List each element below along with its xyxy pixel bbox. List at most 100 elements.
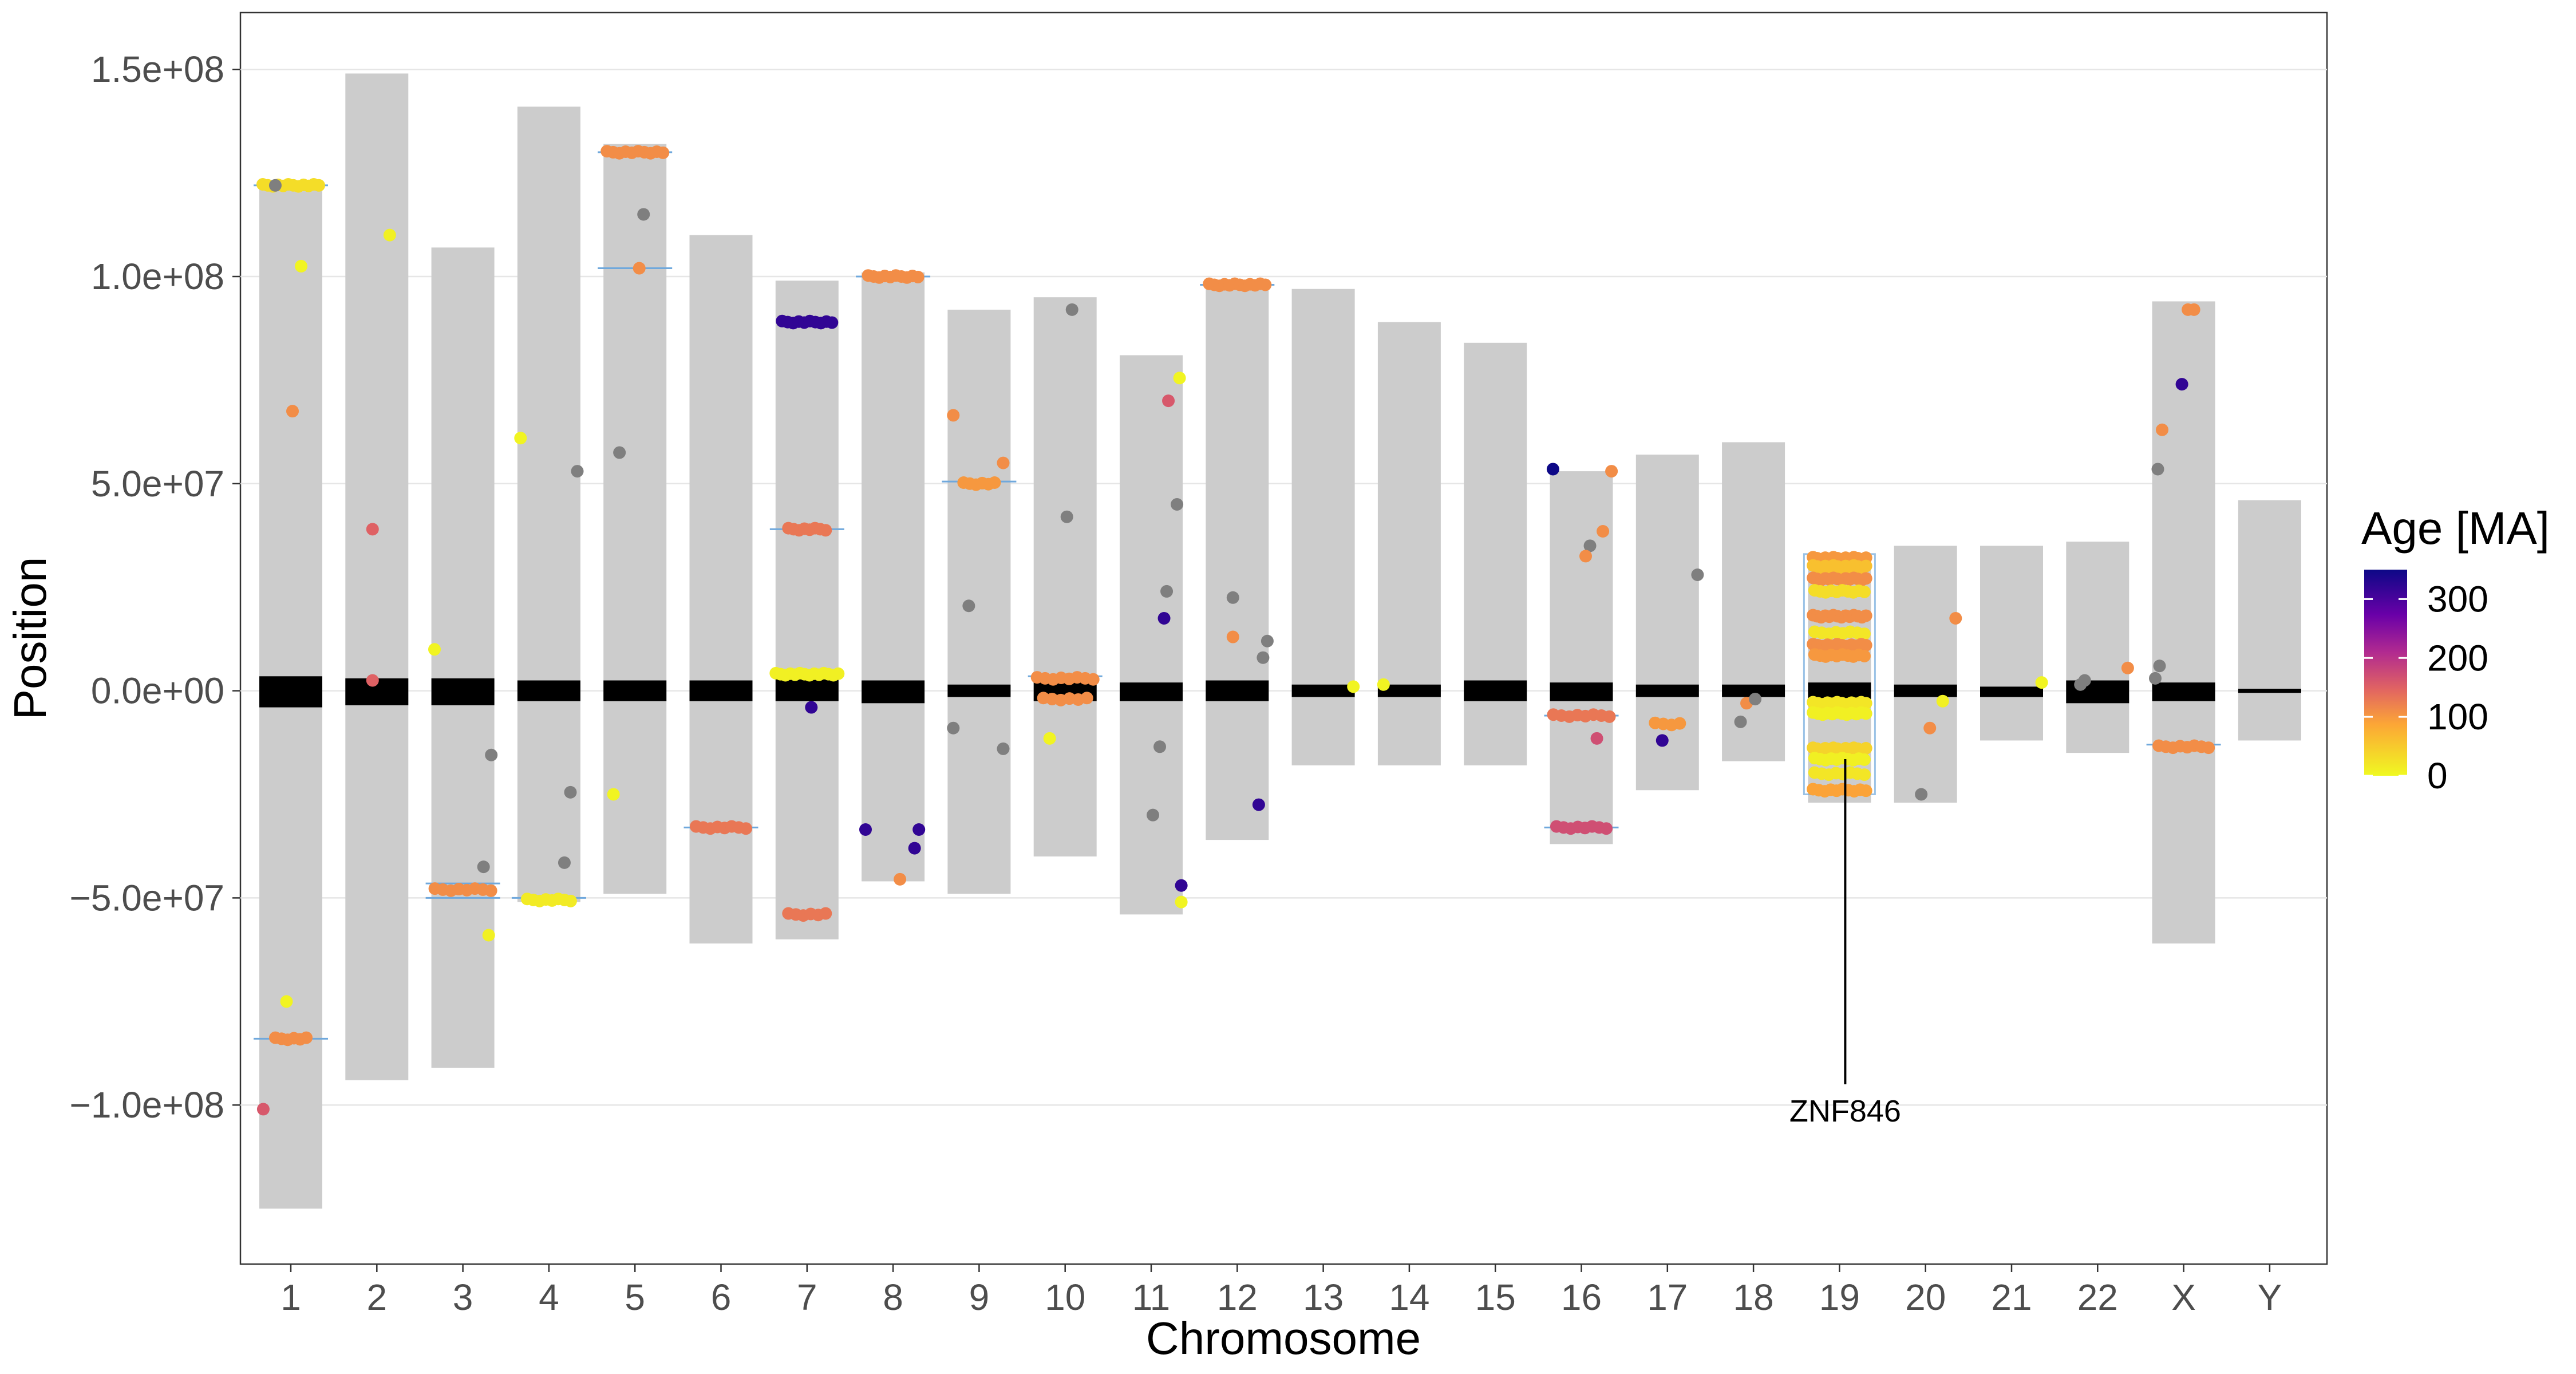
chromosome-bar	[345, 73, 409, 1080]
gene-point	[280, 995, 293, 1008]
centromere-band	[775, 678, 839, 701]
gene-point	[1605, 465, 1618, 478]
gene-point	[1261, 634, 1274, 647]
gene-point	[805, 701, 818, 714]
centromere-band	[1722, 684, 1785, 697]
gene-point	[1173, 372, 1186, 385]
chromosome-bar	[1464, 342, 1527, 765]
gene-point	[1065, 303, 1078, 316]
gene-point	[1162, 394, 1175, 408]
legend-tick-label: 300	[2427, 578, 2488, 619]
gene-point	[1915, 788, 1928, 801]
x-tick-label: 18	[1733, 1277, 1774, 1318]
gene-point	[825, 316, 839, 329]
gene-points	[256, 145, 2215, 1116]
y-tick-label: 1.0e+08	[91, 256, 224, 297]
gene-point	[484, 884, 497, 897]
gene-point	[1175, 895, 1188, 909]
gene-point	[819, 907, 832, 920]
chromosome-bar	[1033, 297, 1097, 857]
chromosome-bar	[603, 144, 667, 894]
gene-point	[1656, 734, 1669, 747]
gene-point	[1691, 568, 1704, 581]
gene-point	[1858, 649, 1871, 662]
gene-point	[607, 788, 620, 801]
chromosome-bar	[947, 309, 1011, 894]
chromosome-bar	[1206, 285, 1269, 840]
chromosome-bar	[1635, 455, 1699, 791]
x-tick-label: 17	[1647, 1277, 1688, 1318]
chromosome-bar	[2066, 542, 2129, 753]
gene-point	[2153, 660, 2166, 673]
gene-point	[482, 929, 495, 942]
centromere-band	[517, 680, 580, 701]
gene-point	[997, 456, 1010, 469]
gene-point	[832, 667, 845, 680]
x-tick-label: 16	[1561, 1277, 1602, 1318]
gene-point	[633, 262, 646, 275]
gene-point	[1043, 732, 1056, 745]
gene-point	[1546, 463, 1559, 476]
gene-point	[1597, 525, 1610, 538]
gene-point	[1171, 498, 1184, 511]
gene-point	[1859, 784, 1872, 797]
x-tick-label: 22	[2077, 1277, 2118, 1318]
gene-point	[1347, 680, 1360, 693]
x-tick-label: 6	[711, 1277, 732, 1318]
annotations: ZNF846	[1789, 759, 1901, 1128]
centromere-band	[862, 680, 925, 704]
gene-point	[477, 860, 490, 874]
gene-point	[1859, 697, 1872, 710]
gene-point	[366, 674, 379, 687]
gene-point	[2202, 741, 2215, 755]
gene-point	[2035, 676, 2048, 689]
centromere-band	[259, 676, 322, 708]
gene-point	[1859, 742, 1872, 755]
gene-point	[908, 842, 921, 855]
gene-point	[564, 785, 577, 799]
gene-point	[1226, 591, 1239, 604]
gene-point	[1257, 651, 1270, 664]
gene-point	[1858, 753, 1871, 766]
x-tick-label: 13	[1303, 1277, 1344, 1318]
gene-point	[571, 465, 584, 478]
gene-point	[740, 822, 752, 835]
x-tick-label: 10	[1045, 1277, 1085, 1318]
x-tick-label: 7	[797, 1277, 817, 1318]
gene-point	[894, 872, 907, 886]
x-tick-label: Y	[2258, 1277, 2282, 1318]
chromosome-bar	[1722, 442, 1785, 761]
centromere-band	[1377, 684, 1441, 697]
gene-point	[613, 446, 626, 459]
gene-point	[1923, 721, 1937, 735]
annotation-label: ZNF846	[1789, 1094, 1901, 1128]
gene-point	[1080, 692, 1093, 705]
x-axis-title: Chromosome	[1146, 1313, 1421, 1364]
gene-point	[1859, 639, 1872, 652]
x-tick-label: 21	[1991, 1277, 2032, 1318]
gene-point	[1377, 678, 1390, 691]
gene-point	[657, 146, 670, 159]
gene-point	[1147, 808, 1160, 822]
gene-point	[1673, 717, 1686, 730]
gene-point	[912, 823, 926, 836]
gene-point	[2149, 672, 2162, 685]
gene-point	[1734, 715, 1747, 728]
gene-point	[485, 748, 498, 761]
gene-point	[313, 179, 325, 192]
gene-point	[819, 524, 832, 537]
x-tick-label: 8	[883, 1277, 903, 1318]
centromere-band	[947, 684, 1011, 697]
gene-point	[1936, 694, 1949, 708]
gene-point	[1859, 572, 1872, 585]
legend-title: Age [MA]	[2361, 503, 2550, 554]
gene-point	[1859, 707, 1872, 720]
y-tick-label: 0.0e+00	[91, 670, 224, 712]
chromosome-bar	[517, 106, 580, 902]
gene-point	[558, 856, 571, 869]
gene-point	[997, 742, 1010, 755]
gene-point	[286, 405, 299, 418]
gene-point	[1153, 740, 1167, 753]
gene-point	[428, 643, 441, 656]
